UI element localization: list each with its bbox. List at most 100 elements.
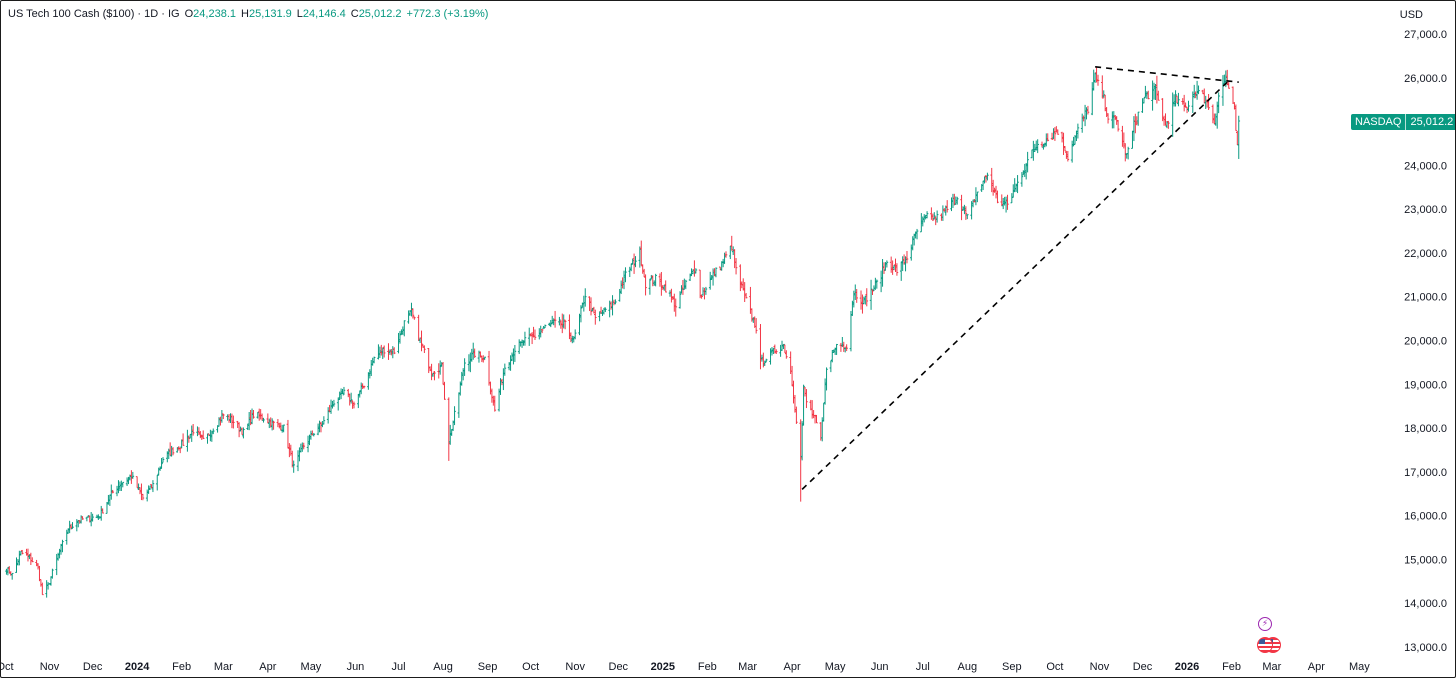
- ohlc-bar: [380, 344, 383, 356]
- ohlc-bar: [260, 413, 264, 421]
- ohlc-bar: [779, 344, 782, 357]
- ohlc-bar: [966, 214, 969, 220]
- ohlc-bar: [1101, 75, 1104, 99]
- ohlc-bar: [288, 443, 291, 458]
- ohlc-bar: [935, 210, 939, 223]
- dashed-trendline[interactable]: [1095, 66, 1239, 83]
- time-axis[interactable]: Oct Nov Dec 2024 Feb Mar Apr May Jun Jul Aug Sep Oct…: [1, 661, 1370, 673]
- ohlc-bar: [800, 421, 804, 461]
- ohlc-bar: [594, 309, 597, 325]
- ohlc-bar: [210, 430, 214, 442]
- ohlc-bar: [543, 324, 547, 329]
- ohlc-bar: [352, 401, 356, 409]
- ohlc-bar: [920, 213, 923, 233]
- currency-label[interactable]: USD: [1399, 9, 1423, 21]
- ohlc-bar: [970, 201, 973, 220]
- ohlc-bar: [111, 489, 115, 494]
- ohlc-bar: [222, 413, 225, 420]
- ohlc-bar: [1070, 140, 1074, 163]
- ohlc-bar: [769, 348, 772, 365]
- ohlc-bar: [463, 358, 466, 376]
- ohlc-bar: [583, 288, 587, 307]
- ohlc-bar: [318, 420, 321, 433]
- ohlc-bar: [983, 176, 986, 184]
- ohlc-bar: [256, 412, 260, 419]
- ohlc-bar: [1121, 125, 1124, 147]
- ohlc-bar: [402, 320, 406, 337]
- ohlc-bar: [219, 416, 222, 426]
- dashed-trendline[interactable]: [801, 81, 1228, 490]
- ohlc-bar: [71, 522, 74, 530]
- ohlc-bar: [1162, 115, 1166, 126]
- ohlc-bar: [48, 582, 51, 585]
- ohlc-bar: [1111, 111, 1114, 129]
- x-tick-label: Dec: [1133, 661, 1153, 673]
- ohlc-bar: [974, 187, 978, 206]
- ohlc-bar: [810, 400, 814, 419]
- symbol-title[interactable]: US Tech 100 Cash ($100) · 1D · IG: [8, 8, 180, 20]
- ohlc-bar: [443, 381, 446, 400]
- x-tick-label: Apr: [1308, 661, 1325, 673]
- ohlc-bar: [141, 493, 145, 501]
- ohlc-bar: [420, 330, 423, 352]
- ohlc-bar: [168, 442, 172, 456]
- ohlc-bar: [226, 414, 229, 421]
- ohlc-bar: [450, 429, 453, 436]
- ohlc-bar: [206, 433, 209, 444]
- ohlc-bar: [387, 343, 390, 360]
- ohlc-bar: [55, 553, 59, 576]
- ohlc-bar: [151, 480, 155, 493]
- ohlc-bar: [889, 256, 893, 273]
- ohlc-bar: [981, 180, 985, 191]
- ohlc-bar: [266, 413, 270, 424]
- ohlc-bar: [1013, 178, 1016, 193]
- ohlc-bar: [471, 342, 475, 360]
- ohlc-bar: [628, 266, 632, 278]
- ohlc-bar: [1167, 120, 1170, 129]
- ohlc-bar: [744, 292, 748, 299]
- low-value: 24,146.4: [302, 8, 346, 20]
- ohlc-bar: [131, 471, 135, 479]
- ohlc-bar: [879, 270, 883, 293]
- ohlc-bar: [229, 413, 232, 423]
- ohlc-bar: [56, 552, 60, 561]
- ohlc-bar: [79, 515, 83, 524]
- ohlc-bar: [984, 175, 988, 183]
- ohlc-bar: [209, 429, 212, 442]
- ohlc-bar: [1076, 123, 1080, 139]
- ohlc-bar: [813, 414, 817, 424]
- ohlc-bar: [197, 427, 201, 436]
- ohlc-bar: [441, 361, 445, 385]
- ohlc-bar: [38, 565, 41, 582]
- ohlc-bar: [1023, 163, 1027, 177]
- ohlc-bar: [991, 179, 995, 196]
- ohlc-bar: [1185, 106, 1189, 114]
- ohlc-bar: [795, 406, 798, 424]
- ohlc-bar: [433, 371, 436, 381]
- ohlc-bar: [181, 433, 185, 446]
- price-axis[interactable]: 13,000.0 14,000.0 15,000.0 16,000.0 17,000.0…: [1404, 29, 1447, 654]
- ohlc-bar: [911, 236, 915, 251]
- ohlc-bar: [562, 314, 566, 329]
- ohlc-bar: [1231, 86, 1235, 104]
- ohlc-bar: [793, 394, 797, 413]
- ohlc-bar: [89, 512, 93, 527]
- ohlc-bar: [1202, 88, 1206, 104]
- ohlc-bar: [1197, 85, 1200, 95]
- us-flag-icon[interactable]: [1257, 637, 1285, 655]
- ohlc-bar: [1003, 196, 1006, 206]
- lightning-event-icon[interactable]: ⚡: [1258, 617, 1272, 631]
- price-tag-divider: [1405, 114, 1407, 130]
- ohlc-bar: [951, 193, 955, 209]
- ohlc-bar: [517, 339, 521, 355]
- ohlc-bar: [739, 264, 742, 292]
- y-tick-label: 15,000.0: [1404, 554, 1447, 566]
- ohlc-bar: [349, 392, 353, 404]
- trendlines[interactable]: [801, 66, 1239, 490]
- ohlc-bar: [843, 347, 847, 353]
- ohlc-bar: [694, 268, 698, 274]
- ohlc-bar: [447, 397, 451, 461]
- ohlc-bar: [1145, 91, 1149, 99]
- ohlc-bar: [634, 256, 637, 268]
